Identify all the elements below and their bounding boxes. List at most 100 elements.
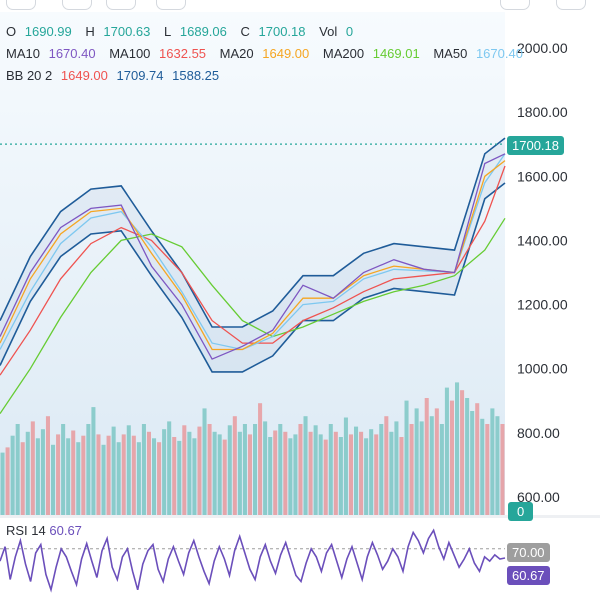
volume-bar <box>237 431 242 515</box>
volume-bar <box>338 437 343 515</box>
ma10-value: 1670.40 <box>48 46 96 61</box>
y-tick-label: 2000.00 <box>517 40 568 56</box>
volume-bar <box>278 424 283 515</box>
bb-lower-value: 1588.25 <box>172 68 220 83</box>
pane-separator[interactable] <box>0 515 600 518</box>
close-value: 1700.18 <box>258 24 306 39</box>
volume-bar <box>449 400 454 515</box>
volume-bar <box>111 426 116 515</box>
close-label: C <box>240 24 250 39</box>
toolbar-button[interactable] <box>62 0 92 10</box>
volume-bar <box>500 424 505 515</box>
volume-bar <box>126 425 131 515</box>
volume-bar <box>172 437 177 515</box>
volume-bar <box>394 421 399 515</box>
volume-bar <box>288 438 293 515</box>
volume-bar <box>71 430 76 515</box>
volume-bar <box>86 424 91 515</box>
volume-bar <box>15 424 20 515</box>
volume-bar <box>136 442 141 515</box>
volume-bar <box>35 438 40 515</box>
volume-bar <box>25 431 30 515</box>
volume-bar <box>232 416 237 515</box>
volume-bar <box>298 424 303 515</box>
volume-value: 0 <box>345 24 354 39</box>
volume-bar <box>308 431 313 515</box>
volume-bar <box>369 429 374 515</box>
volume-bar <box>242 424 247 515</box>
volume-bar <box>20 442 25 515</box>
volume-bar <box>10 435 15 515</box>
volume-bar <box>470 411 475 515</box>
volume-bar <box>207 424 212 515</box>
volume-bar <box>81 435 86 515</box>
plot-background <box>0 12 505 515</box>
volume-bar <box>359 431 364 515</box>
toolbar-button[interactable] <box>500 0 530 10</box>
volume-bar <box>490 408 495 515</box>
volume-bar <box>465 398 470 515</box>
volume-bar <box>152 438 157 515</box>
volume-bar <box>258 403 263 515</box>
ma20-label: MA20 <box>219 46 254 61</box>
toolbar-button[interactable] <box>6 0 36 10</box>
volume-bar <box>389 431 394 515</box>
volume-bar <box>343 417 348 515</box>
y-tick-label: 1400.00 <box>517 232 568 248</box>
volume-bar <box>66 438 71 515</box>
volume-bar <box>364 438 369 515</box>
series-line-ma10 <box>0 153 506 360</box>
toolbar-button[interactable] <box>556 0 586 10</box>
volume-bar <box>146 431 151 515</box>
bb-label: BB 20 2 <box>6 68 53 83</box>
price-chart[interactable]: 2000.00 1800.00 1600.00 1400.00 1200.00 1000.… <box>0 12 600 515</box>
volume-bar <box>379 424 384 515</box>
high-label: H <box>85 24 95 39</box>
volume-bar <box>121 434 126 515</box>
bollinger-fill <box>0 138 505 372</box>
y-tick-label: 1000.00 <box>517 361 568 377</box>
open-label: O <box>6 24 17 39</box>
rsi-value: 60.67 <box>49 523 82 538</box>
volume-bar <box>0 452 5 515</box>
ma200-value: 1469.01 <box>372 46 420 61</box>
ma100-label: MA100 <box>109 46 151 61</box>
volume-tag: 0 <box>508 502 534 521</box>
rsi-level-tag: 70.00 <box>507 543 550 562</box>
volume-bar <box>157 442 162 515</box>
high-value: 1700.63 <box>103 24 151 39</box>
volume-bar <box>61 424 66 515</box>
toolbar-button[interactable] <box>106 0 136 10</box>
volume-bar <box>197 426 202 515</box>
volume-bar <box>404 400 409 515</box>
bb-basis-value: 1649.00 <box>60 68 108 83</box>
volume-bar <box>460 390 465 515</box>
volume-bar <box>5 447 10 515</box>
volume-bar <box>419 421 424 515</box>
volume-label: Vol <box>319 24 338 39</box>
bollinger-lower-line <box>0 182 506 373</box>
volume-bar <box>177 440 182 515</box>
volume-bar <box>293 434 298 515</box>
rsi-background <box>0 518 505 600</box>
volume-bar <box>167 421 172 515</box>
volume-bar <box>202 408 207 515</box>
ma20-value: 1649.00 <box>262 46 310 61</box>
toolbar-button[interactable] <box>156 0 186 10</box>
volume-bar <box>313 425 318 515</box>
volume-bar <box>333 431 338 515</box>
volume-bar <box>455 382 460 515</box>
volume-bar <box>414 408 419 515</box>
volume-bar <box>475 403 480 515</box>
bb-legend: BB 20 2 1649.00 1709.74 1588.25 <box>6 68 224 83</box>
volume-bar <box>222 439 227 515</box>
volume-bar <box>354 426 359 515</box>
rsi-chart[interactable] <box>0 518 600 600</box>
volume-bar <box>495 416 500 515</box>
ma10-label: MA10 <box>6 46 40 61</box>
top-toolbar <box>0 0 600 12</box>
volume-bar <box>116 442 121 515</box>
ma50-value: 1670.40 <box>475 46 523 61</box>
bollinger-upper-line <box>0 137 506 328</box>
volume-bar <box>212 431 217 515</box>
